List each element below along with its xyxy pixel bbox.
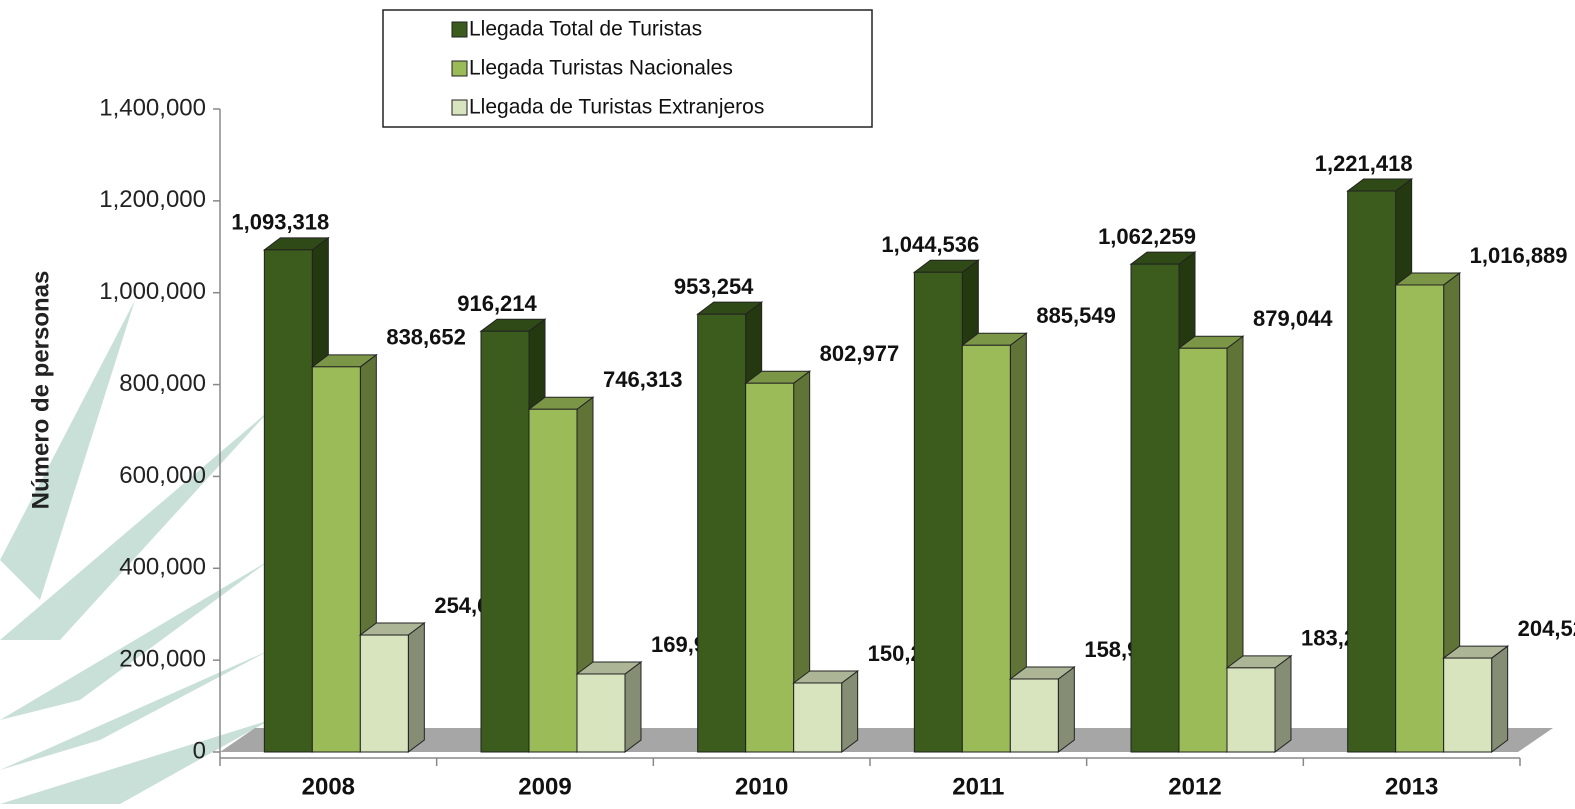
bar-front xyxy=(1395,284,1445,753)
y-tick-label: 200,000 xyxy=(119,645,206,672)
bar-side xyxy=(1274,654,1292,753)
bar-front xyxy=(961,344,1011,753)
value-label: 1,221,418 xyxy=(1315,151,1413,176)
bar xyxy=(1177,335,1245,753)
bar-front xyxy=(697,313,747,753)
value-label: 838,652 xyxy=(386,325,466,350)
value-label: 885,549 xyxy=(1036,303,1116,328)
bar-front xyxy=(1347,190,1397,753)
bar xyxy=(1442,645,1510,753)
x-tick-label: 2013 xyxy=(1385,773,1438,800)
value-label: 746,313 xyxy=(603,367,683,392)
background-leaves xyxy=(0,300,270,804)
value-label: 1,016,889 xyxy=(1470,243,1568,268)
legend-swatch xyxy=(451,60,468,77)
bar-front xyxy=(359,634,409,753)
bar-front xyxy=(745,382,795,753)
bar xyxy=(1008,665,1076,753)
x-tick-label: 2012 xyxy=(1168,773,1221,800)
value-label: 1,044,536 xyxy=(881,232,979,257)
bar-side xyxy=(841,669,859,753)
value-label: 204,529 xyxy=(1518,616,1575,641)
legend-label: Llegada de Turistas Extranjeros xyxy=(469,96,764,119)
bar xyxy=(527,396,595,753)
y-tick-label: 400,000 xyxy=(119,554,206,581)
legend-label: Llegada Total de Turistas xyxy=(469,18,702,41)
legend-label: Llegada Turistas Nacionales xyxy=(469,57,733,80)
bar-side xyxy=(624,660,642,753)
bar xyxy=(792,669,860,753)
bar-front xyxy=(1178,347,1228,753)
value-label: 879,044 xyxy=(1253,306,1333,331)
y-tick-label: 1,200,000 xyxy=(99,186,206,213)
bar-front xyxy=(480,330,530,753)
value-label: 802,977 xyxy=(820,341,900,366)
y-tick-label: 800,000 xyxy=(119,370,206,397)
x-tick-label: 2009 xyxy=(518,773,571,800)
x-tick-label: 2011 xyxy=(952,773,1004,800)
bar-side xyxy=(407,622,425,753)
bar-front xyxy=(1130,263,1180,753)
bar xyxy=(960,332,1028,753)
bar xyxy=(1225,654,1293,753)
y-tick-label: 1,000,000 xyxy=(99,278,206,305)
bar-side xyxy=(1057,665,1075,753)
bar-front xyxy=(576,673,626,753)
bar xyxy=(744,370,812,753)
bar-front xyxy=(311,366,361,753)
bar xyxy=(358,622,426,753)
bar-front xyxy=(793,682,843,753)
bar xyxy=(575,660,643,753)
y-tick-label: 600,000 xyxy=(119,462,206,489)
bar-front xyxy=(528,408,578,753)
y-tick-label: 1,400,000 xyxy=(99,94,206,121)
x-tick-label: 2008 xyxy=(302,773,355,800)
bar xyxy=(1394,271,1462,753)
bar-front xyxy=(913,271,963,753)
value-label: 916,214 xyxy=(457,291,537,316)
bar-front xyxy=(1443,657,1493,753)
y-axis-title: Número de personas xyxy=(27,271,54,510)
value-label: 1,062,259 xyxy=(1098,224,1196,249)
value-label: 1,093,318 xyxy=(231,210,329,235)
bar-front xyxy=(263,249,313,753)
legend-swatch xyxy=(451,21,468,38)
bar-front xyxy=(1226,667,1276,753)
x-tick-label: 2010 xyxy=(735,773,788,800)
bar-front xyxy=(1009,678,1059,753)
y-tick-label: 0 xyxy=(193,737,206,764)
value-label: 953,254 xyxy=(674,274,754,299)
legend-swatch xyxy=(451,99,468,116)
bar-side xyxy=(1491,645,1509,753)
